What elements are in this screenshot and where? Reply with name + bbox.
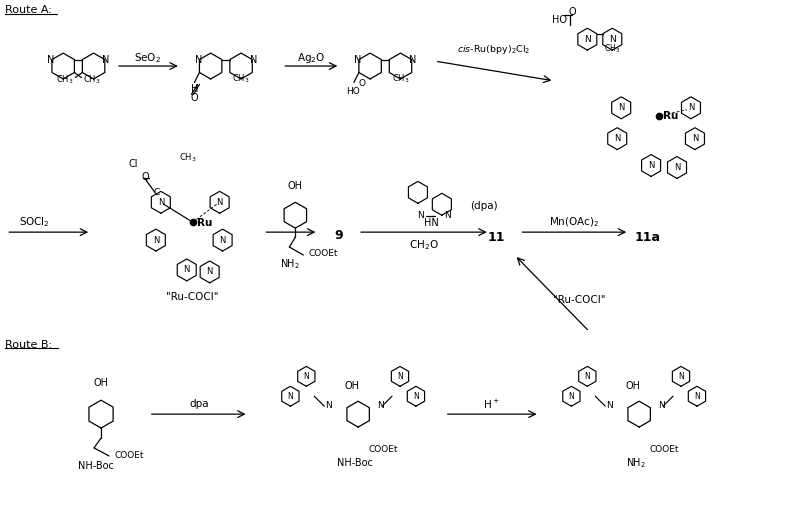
- Text: O: O: [359, 79, 366, 88]
- Text: N: N: [220, 235, 226, 245]
- Text: N: N: [614, 134, 620, 143]
- Text: N: N: [418, 211, 424, 220]
- Text: Route B:: Route B:: [6, 340, 52, 349]
- Text: N: N: [569, 392, 574, 401]
- Text: N: N: [694, 392, 699, 401]
- Text: CH$_3$: CH$_3$: [83, 73, 101, 86]
- Text: Cl: Cl: [128, 160, 138, 169]
- Text: N: N: [153, 235, 159, 245]
- Text: "Ru-COCl": "Ru-COCl": [167, 292, 219, 302]
- Text: N: N: [409, 54, 416, 65]
- Text: N: N: [183, 265, 190, 274]
- Text: OH: OH: [345, 381, 360, 391]
- Text: N: N: [377, 401, 384, 410]
- Text: OH: OH: [288, 182, 303, 191]
- Text: HO: HO: [552, 15, 567, 25]
- Text: N: N: [618, 103, 624, 112]
- Text: N: N: [354, 54, 362, 65]
- Text: OH: OH: [94, 378, 109, 388]
- Text: N: N: [195, 54, 202, 65]
- Text: H$^+$: H$^+$: [483, 398, 500, 411]
- Text: N: N: [584, 35, 591, 44]
- Text: N: N: [304, 372, 309, 381]
- Text: N: N: [678, 372, 684, 381]
- Text: NH$_2$: NH$_2$: [626, 456, 646, 470]
- Text: N: N: [158, 198, 164, 207]
- Text: O: O: [569, 7, 577, 17]
- Text: NH$_2$: NH$_2$: [281, 257, 301, 271]
- Text: N: N: [688, 103, 694, 112]
- Text: COOEt: COOEt: [115, 451, 144, 460]
- Text: N: N: [288, 392, 293, 401]
- Text: 11a: 11a: [634, 231, 660, 244]
- Text: N: N: [48, 54, 55, 65]
- Text: SOCl$_2$: SOCl$_2$: [19, 215, 50, 229]
- Text: N: N: [648, 161, 654, 170]
- Text: Ru: Ru: [197, 218, 212, 228]
- Text: COOEt: COOEt: [368, 445, 397, 454]
- Text: COOEt: COOEt: [308, 249, 338, 258]
- Text: COOEt: COOEt: [649, 445, 679, 454]
- Text: O: O: [141, 172, 149, 183]
- Text: $cis$-Ru(bpy)$_2$Cl$_2$: $cis$-Ru(bpy)$_2$Cl$_2$: [457, 43, 531, 55]
- Text: CH$_3$: CH$_3$: [232, 72, 250, 85]
- Text: N: N: [325, 401, 331, 410]
- Text: Ru: Ru: [663, 111, 679, 121]
- Text: N: N: [206, 267, 213, 277]
- Text: 11: 11: [488, 231, 505, 244]
- Text: N: N: [444, 211, 451, 220]
- Text: CH$_2$O: CH$_2$O: [409, 238, 439, 252]
- Text: CH$_3$: CH$_3$: [179, 151, 197, 164]
- Text: NH-Boc: NH-Boc: [337, 458, 373, 468]
- Text: O: O: [190, 93, 198, 103]
- Text: C: C: [154, 188, 160, 198]
- Text: N: N: [102, 54, 109, 65]
- Text: HN: HN: [423, 218, 439, 228]
- Text: HO: HO: [346, 87, 360, 96]
- Text: N: N: [397, 372, 403, 381]
- Text: "Ru-COCl": "Ru-COCl": [553, 295, 606, 305]
- Text: Ag$_2$O: Ag$_2$O: [297, 51, 325, 65]
- Text: N: N: [584, 372, 590, 381]
- Text: N: N: [609, 35, 615, 44]
- Text: dpa: dpa: [189, 399, 209, 409]
- Text: N: N: [691, 134, 698, 143]
- Text: Mn(OAc)$_2$: Mn(OAc)$_2$: [549, 215, 600, 229]
- Text: N: N: [216, 198, 223, 207]
- Text: N: N: [250, 54, 257, 65]
- Text: N: N: [674, 163, 680, 172]
- Text: H: H: [191, 85, 198, 94]
- Text: CH$_3$: CH$_3$: [604, 43, 620, 55]
- Text: CH$_3$: CH$_3$: [56, 73, 74, 86]
- Text: N: N: [606, 401, 613, 410]
- Text: (dpa): (dpa): [469, 201, 497, 211]
- Text: 9: 9: [334, 229, 343, 242]
- Text: Route A:: Route A:: [6, 5, 52, 15]
- Text: OH: OH: [626, 381, 641, 391]
- Text: N: N: [413, 392, 419, 401]
- Text: NH-Boc: NH-Boc: [79, 461, 114, 471]
- Text: CH$_3$: CH$_3$: [392, 72, 409, 85]
- Text: SeO$_2$: SeO$_2$: [134, 51, 162, 65]
- Text: N: N: [657, 401, 665, 410]
